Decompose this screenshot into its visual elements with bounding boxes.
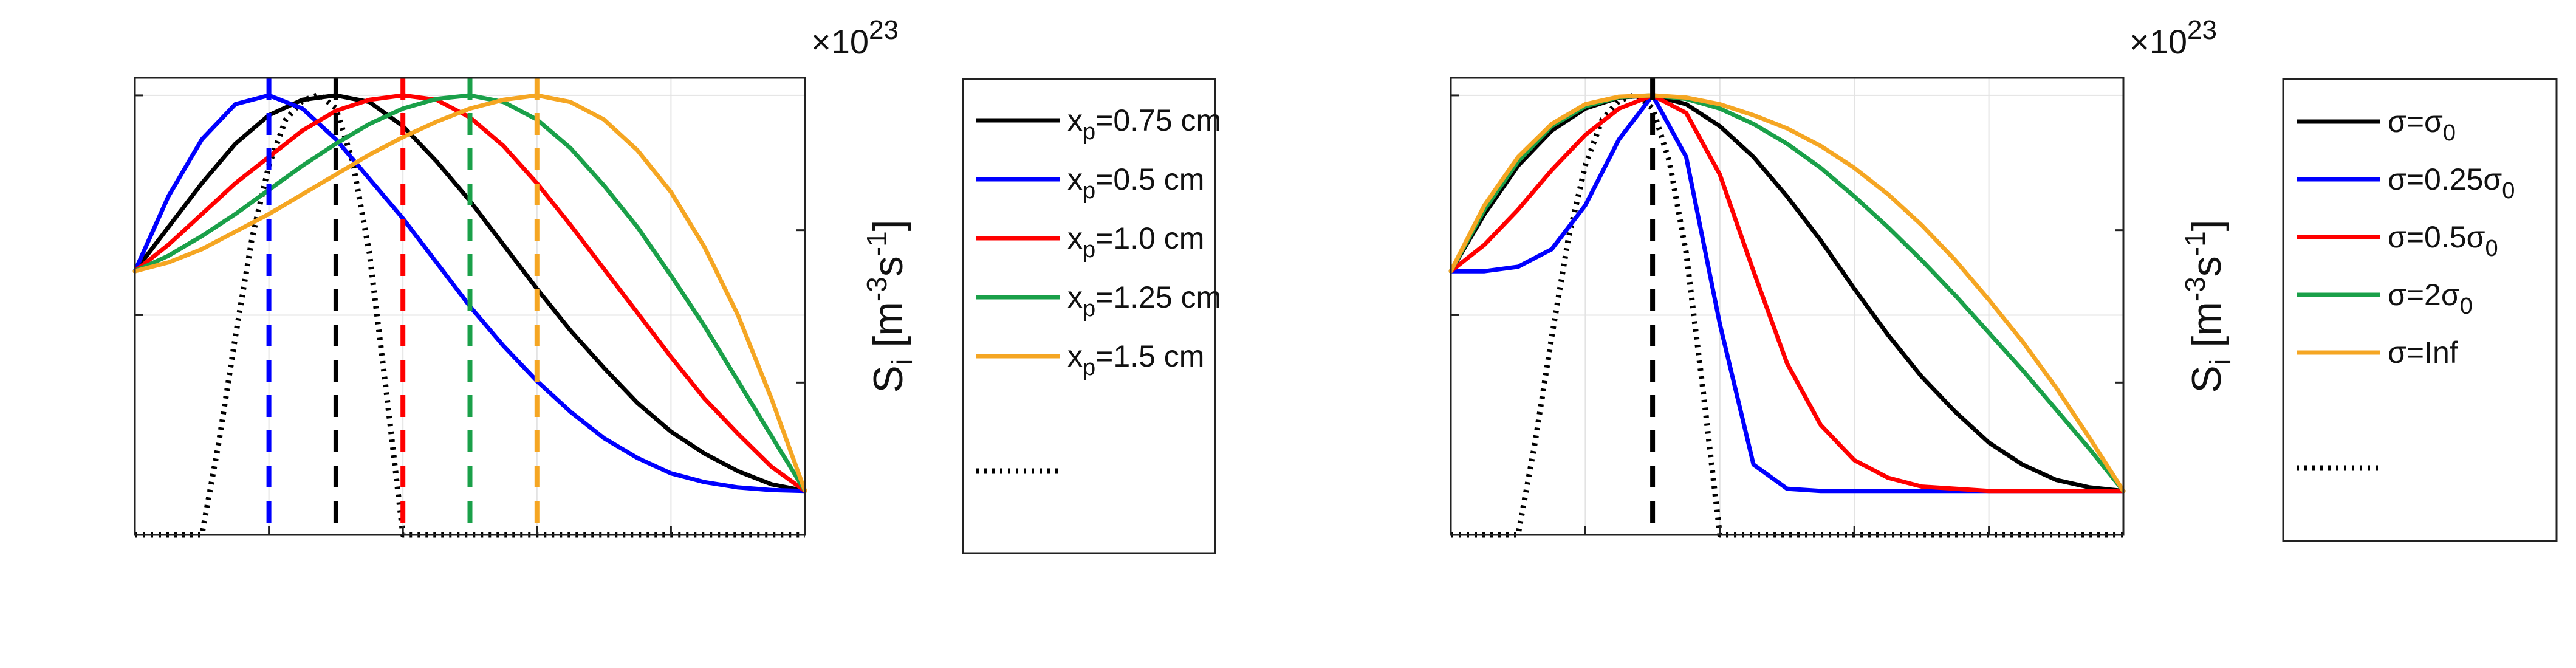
- axes-box: [1450, 77, 2125, 536]
- legend-label-1: xp=0.5 cm: [1067, 162, 1204, 204]
- y2-axis-label: Si [m-3s-1]: [2179, 219, 2237, 393]
- legend-label-2: σ=0.5σ0: [2388, 220, 2498, 261]
- y2-multiplier: ×1023: [811, 15, 899, 61]
- series-line-4: [132, 93, 807, 494]
- legend-label-4: xp=1.5 cm: [1067, 339, 1204, 380]
- legend-box: [962, 78, 1216, 554]
- panel-b: ×1023 Si [m-3s-1] σ=σ0 σ=0.25σ0 σ=0.5σ0 σ=2σ0…: [1448, 15, 2558, 542]
- legend-label-3: xp=1.25 cm: [1067, 280, 1221, 322]
- series-line-1: [1448, 93, 2126, 494]
- y2-axis-label: Si [m-3s-1]: [861, 219, 919, 393]
- legend-box: [2282, 78, 2558, 542]
- series-line-2: [1448, 93, 2126, 494]
- legend-label-0: σ=σ0: [2388, 105, 2456, 146]
- legend-label-3: σ=2σ0: [2388, 278, 2473, 319]
- series-line-3: [1448, 93, 2126, 494]
- ionization-source-curve: [1451, 92, 2123, 538]
- series-line-4: [1448, 93, 2126, 494]
- axes-box: [134, 77, 806, 536]
- legend: σ=σ0 σ=0.25σ0 σ=0.5σ0 σ=2σ0 σ=Inf: [2282, 78, 2558, 542]
- legend-label-1: σ=0.25σ0: [2388, 162, 2515, 204]
- legend-label-2: xp=1.0 cm: [1067, 221, 1204, 263]
- y2-multiplier: ×1023: [2129, 15, 2217, 61]
- panel-a: ×1023 Si [m-3s-1] xp=0.75 cm xp=0.5 cm xp=1.…: [132, 15, 1221, 554]
- legend-label-0: xp=0.75 cm: [1067, 103, 1221, 145]
- legend-label-4: σ=Inf: [2388, 336, 2458, 370]
- ionization-source-curve: [135, 92, 805, 538]
- series-line-0: [1448, 93, 2126, 494]
- legend: xp=0.75 cm xp=0.5 cm xp=1.0 cm xp=1.25 cm xp…: [962, 78, 1221, 554]
